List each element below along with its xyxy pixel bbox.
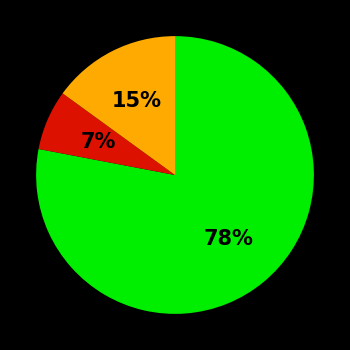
Text: 7%: 7% bbox=[81, 132, 116, 152]
Wedge shape bbox=[38, 93, 175, 175]
Wedge shape bbox=[36, 36, 314, 314]
Text: 78%: 78% bbox=[203, 229, 253, 249]
Text: 15%: 15% bbox=[112, 91, 162, 111]
Wedge shape bbox=[63, 36, 175, 175]
